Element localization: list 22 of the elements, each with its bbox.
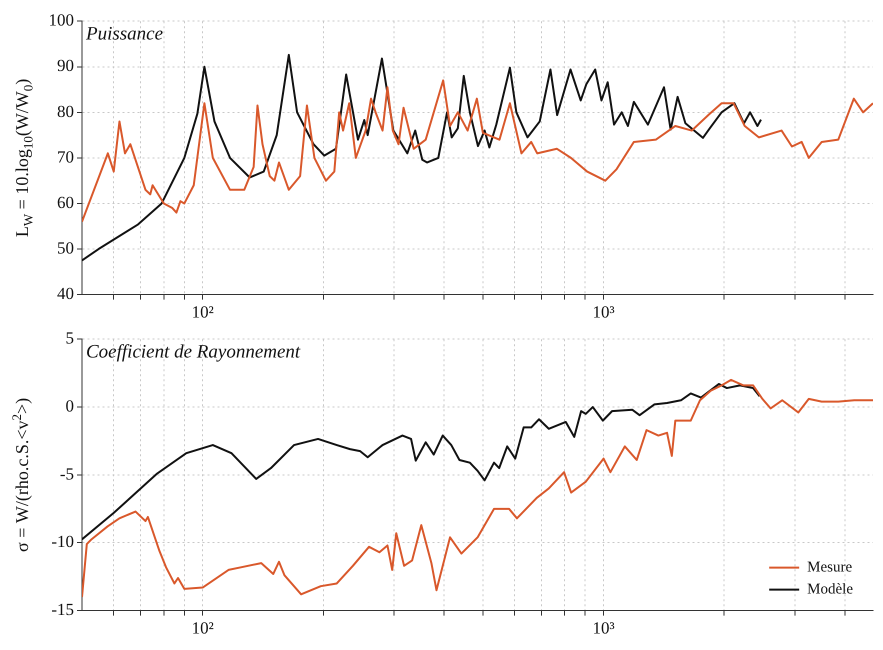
y-tick-label: 60 xyxy=(57,192,74,212)
y-tick-label: 90 xyxy=(57,56,74,76)
y-tick-label: -15 xyxy=(51,600,74,620)
chart-title: Puissance xyxy=(85,24,164,45)
y-axis-title: LW = 10.log10(W/W0) xyxy=(12,78,36,238)
y-axis-title: σ = W/(rho.c.S.<v2>) xyxy=(8,398,32,552)
y-tick-label: -5 xyxy=(60,464,74,484)
y-tick-label: 70 xyxy=(57,147,74,166)
y-tick-label: 50 xyxy=(57,238,74,258)
y-tick-label: 80 xyxy=(57,102,74,121)
x-tick-label: 10² xyxy=(192,618,214,638)
y-tick-label: 0 xyxy=(66,396,74,416)
chart-title: Coefficient de Rayonnement xyxy=(86,342,301,363)
x-tick-label: 10² xyxy=(192,302,214,322)
y-tick-label: -10 xyxy=(51,532,74,552)
y-tick-label: 100 xyxy=(48,10,74,30)
y-tick-label: 40 xyxy=(57,284,74,304)
x-tick-label: 10³ xyxy=(592,618,615,638)
y-tick-label: 5 xyxy=(66,328,74,348)
legend-label: Modèle xyxy=(807,582,854,598)
legend-label: Mesure xyxy=(807,560,853,576)
x-tick-label: 10³ xyxy=(592,302,615,322)
